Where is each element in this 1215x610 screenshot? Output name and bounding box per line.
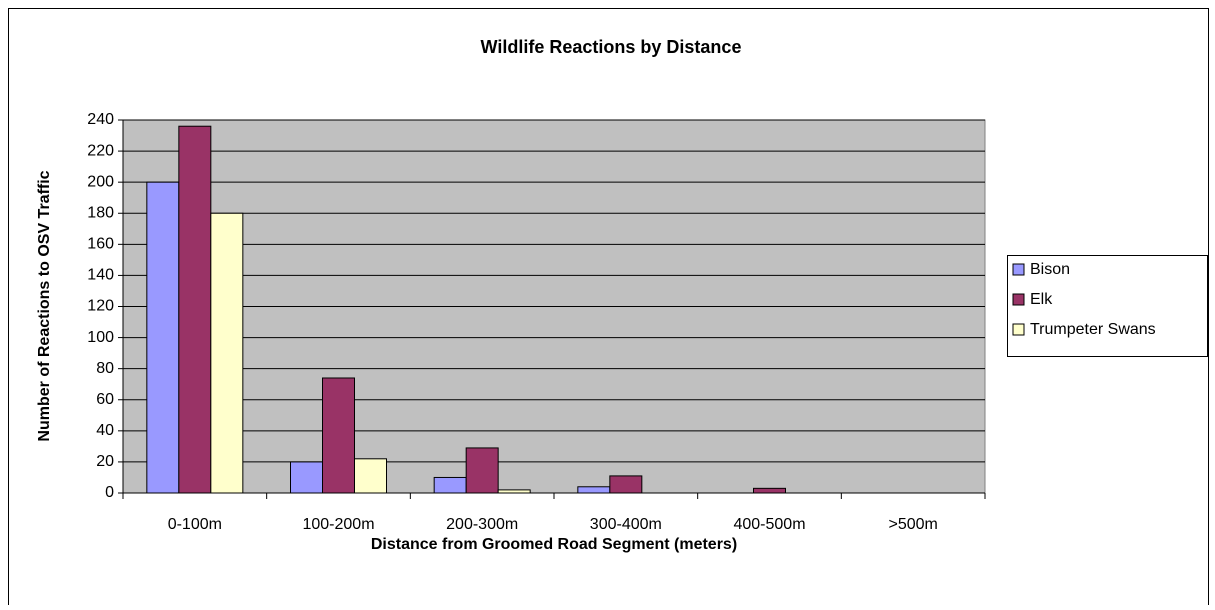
x-tick-label: 300-400m [590,516,662,533]
y-tick-label: 160 [87,236,114,253]
bar [146,181,180,494]
bar [433,476,467,494]
bar [210,212,244,494]
y-tick-label: 100 [87,329,114,346]
bar [497,489,531,494]
bar [290,461,323,494]
x-tick-label: 100-200m [302,516,374,533]
y-tick-label: 0 [105,484,114,501]
x-axis-label: Distance from Groomed Road Segment (mete… [371,536,737,553]
bar [322,377,355,494]
x-tick-label: >500m [888,516,937,533]
bar [354,458,387,494]
bar [178,125,212,494]
y-tick-label: 120 [87,298,114,315]
y-tick-label: 40 [96,422,114,439]
y-tick-label: 60 [96,391,114,408]
bar [609,475,643,494]
y-tick-label: 240 [87,111,114,128]
x-tick-label: 0-100m [168,516,222,533]
bar [465,447,499,494]
y-axis-label: Number of Reactions to OSV Traffic [36,170,53,441]
y-tick-label: 80 [96,360,114,377]
legend-swatch [1012,263,1025,276]
y-tick-label: 140 [87,267,114,284]
legend [1007,255,1208,357]
legend-swatch [1012,293,1025,306]
x-tick-label: 400-500m [733,516,805,533]
y-tick-label: 180 [87,204,114,221]
y-tick-label: 200 [87,173,114,190]
legend-swatch [1012,323,1025,336]
chart-title: Wildlife Reactions by Distance [481,37,742,57]
y-tick-label: 220 [87,142,114,159]
legend-label: Bison [1030,261,1070,278]
bar [577,486,611,494]
bar [753,487,786,494]
y-tick-label: 20 [96,453,114,470]
legend-label: Elk [1030,291,1053,308]
legend-label: Trumpeter Swans [1030,321,1156,338]
x-tick-label: 200-300m [446,516,518,533]
